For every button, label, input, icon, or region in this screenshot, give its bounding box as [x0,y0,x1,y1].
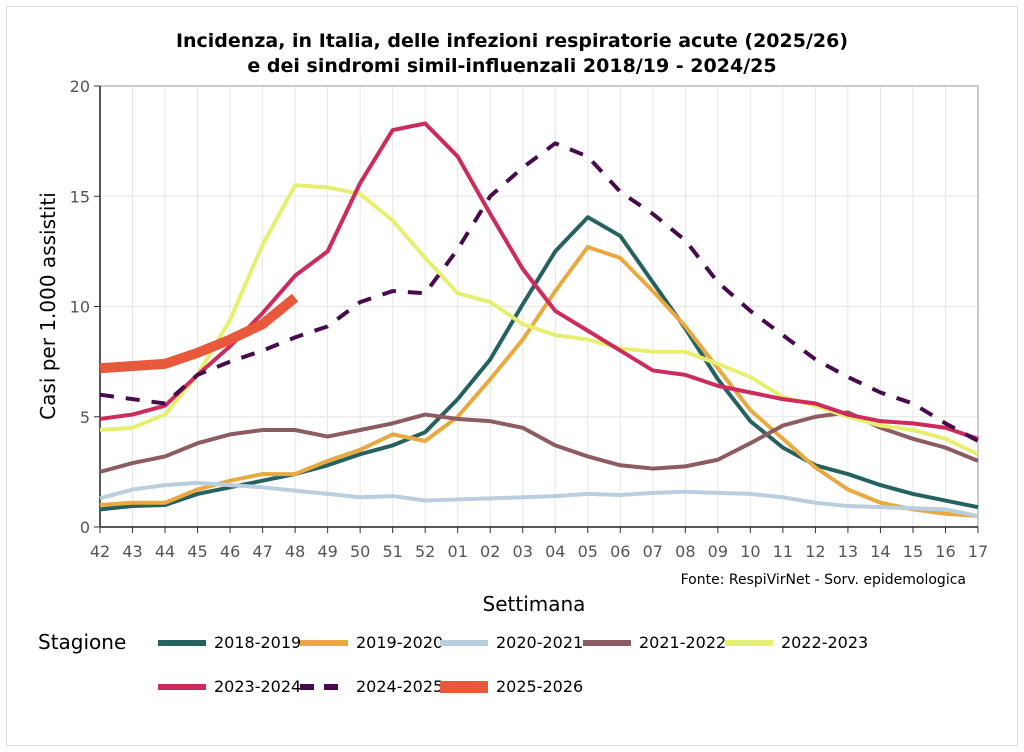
series-line-2018-2019 [99,215,979,512]
series-line-2025-2026 [99,293,299,374]
y-tick-label: 15 [70,187,90,206]
x-tick-label: 02 [480,542,500,561]
legend-swatch [583,639,631,646]
x-tick-label: 44 [155,542,175,561]
series-line-2022-2023 [99,183,979,457]
legend-label: 2023-2024 [214,677,302,696]
chart-title-line-2: e dei sindromi simil-influenzali 2018/19… [247,55,777,77]
x-tick-label: 05 [578,542,598,561]
chart-title-line-1: Incidenza, in Italia, delle infezioni re… [175,30,849,52]
x-tick-label: 03 [513,542,533,561]
legend-swatch [300,639,348,646]
legend-swatch [440,639,488,646]
x-tick-label: 17 [968,542,988,561]
x-tick-label: 14 [870,542,890,561]
x-tick-label: 07 [643,542,663,561]
x-tick-label: 10 [740,542,760,561]
legend-title: Stagione [38,630,127,654]
legend-item-2019-2020[interactable]: 2019-2020 [300,633,443,652]
legend-item-2022-2023[interactable]: 2022-2023 [725,633,868,652]
x-tick-label: 04 [545,542,565,561]
x-tick-label: 06 [610,542,630,561]
x-axis-label: Settimana [482,592,586,616]
legend-label: 2018-2019 [214,633,302,652]
y-tick-label: 10 [70,298,90,317]
x-tick-label: 42 [90,542,110,561]
y-tick-label: 0 [80,518,90,537]
x-tick-label: 12 [805,542,825,561]
series-line-2019-2020 [99,244,979,518]
series-line-2021-2022 [99,410,979,474]
x-tick-label: 15 [903,542,923,561]
legend-item-2025-2026[interactable]: 2025-2026 [440,677,583,696]
legend-swatch [158,639,206,646]
series-line-2020-2021 [99,480,979,518]
legend-swatch [725,639,773,646]
x-tick-label: 50 [350,542,370,561]
legend-label: 2019-2020 [356,633,444,652]
x-tick-label: 09 [708,542,728,561]
source-note: Fonte: RespiVirNet - Sorv. epidemologica [680,572,966,588]
x-tick-label: 43 [122,542,142,561]
x-tick-label: 52 [415,542,435,561]
legend-swatch [440,680,488,693]
x-tick-label: 01 [448,542,468,561]
legend-item-2023-2024[interactable]: 2023-2024 [158,677,301,696]
legend-swatch [300,683,348,690]
legend-label: 2024-2025 [356,677,444,696]
x-tick-label: 45 [187,542,207,561]
x-tick-label: 49 [317,542,337,561]
x-tick-label: 11 [773,542,793,561]
x-tick-label: 48 [285,542,305,561]
x-tick-label: 51 [382,542,402,561]
legend-item-2021-2022[interactable]: 2021-2022 [583,633,726,652]
x-tick-label: 46 [220,542,240,561]
legend-item-2024-2025[interactable]: 2024-2025 [300,677,443,696]
legend-swatch [158,683,206,690]
x-tick-label: 16 [935,542,955,561]
legend-item-2018-2019[interactable]: 2018-2019 [158,633,301,652]
y-tick-label: 5 [80,408,90,427]
x-tick-label: 08 [675,542,695,561]
chart-frame [6,6,1018,746]
x-tick-label: 13 [838,542,858,561]
legend-label: 2022-2023 [781,633,869,652]
y-axis-label: Casi per 1.000 assistiti [36,192,60,420]
legend-item-2020-2021[interactable]: 2020-2021 [440,633,583,652]
y-tick-label: 20 [70,77,90,96]
series-line-2024-2025 [99,141,979,443]
legend-label: 2021-2022 [639,633,727,652]
legend-label: 2020-2021 [496,633,584,652]
x-tick-label: 47 [252,542,272,561]
legend-label: 2025-2026 [496,677,584,696]
